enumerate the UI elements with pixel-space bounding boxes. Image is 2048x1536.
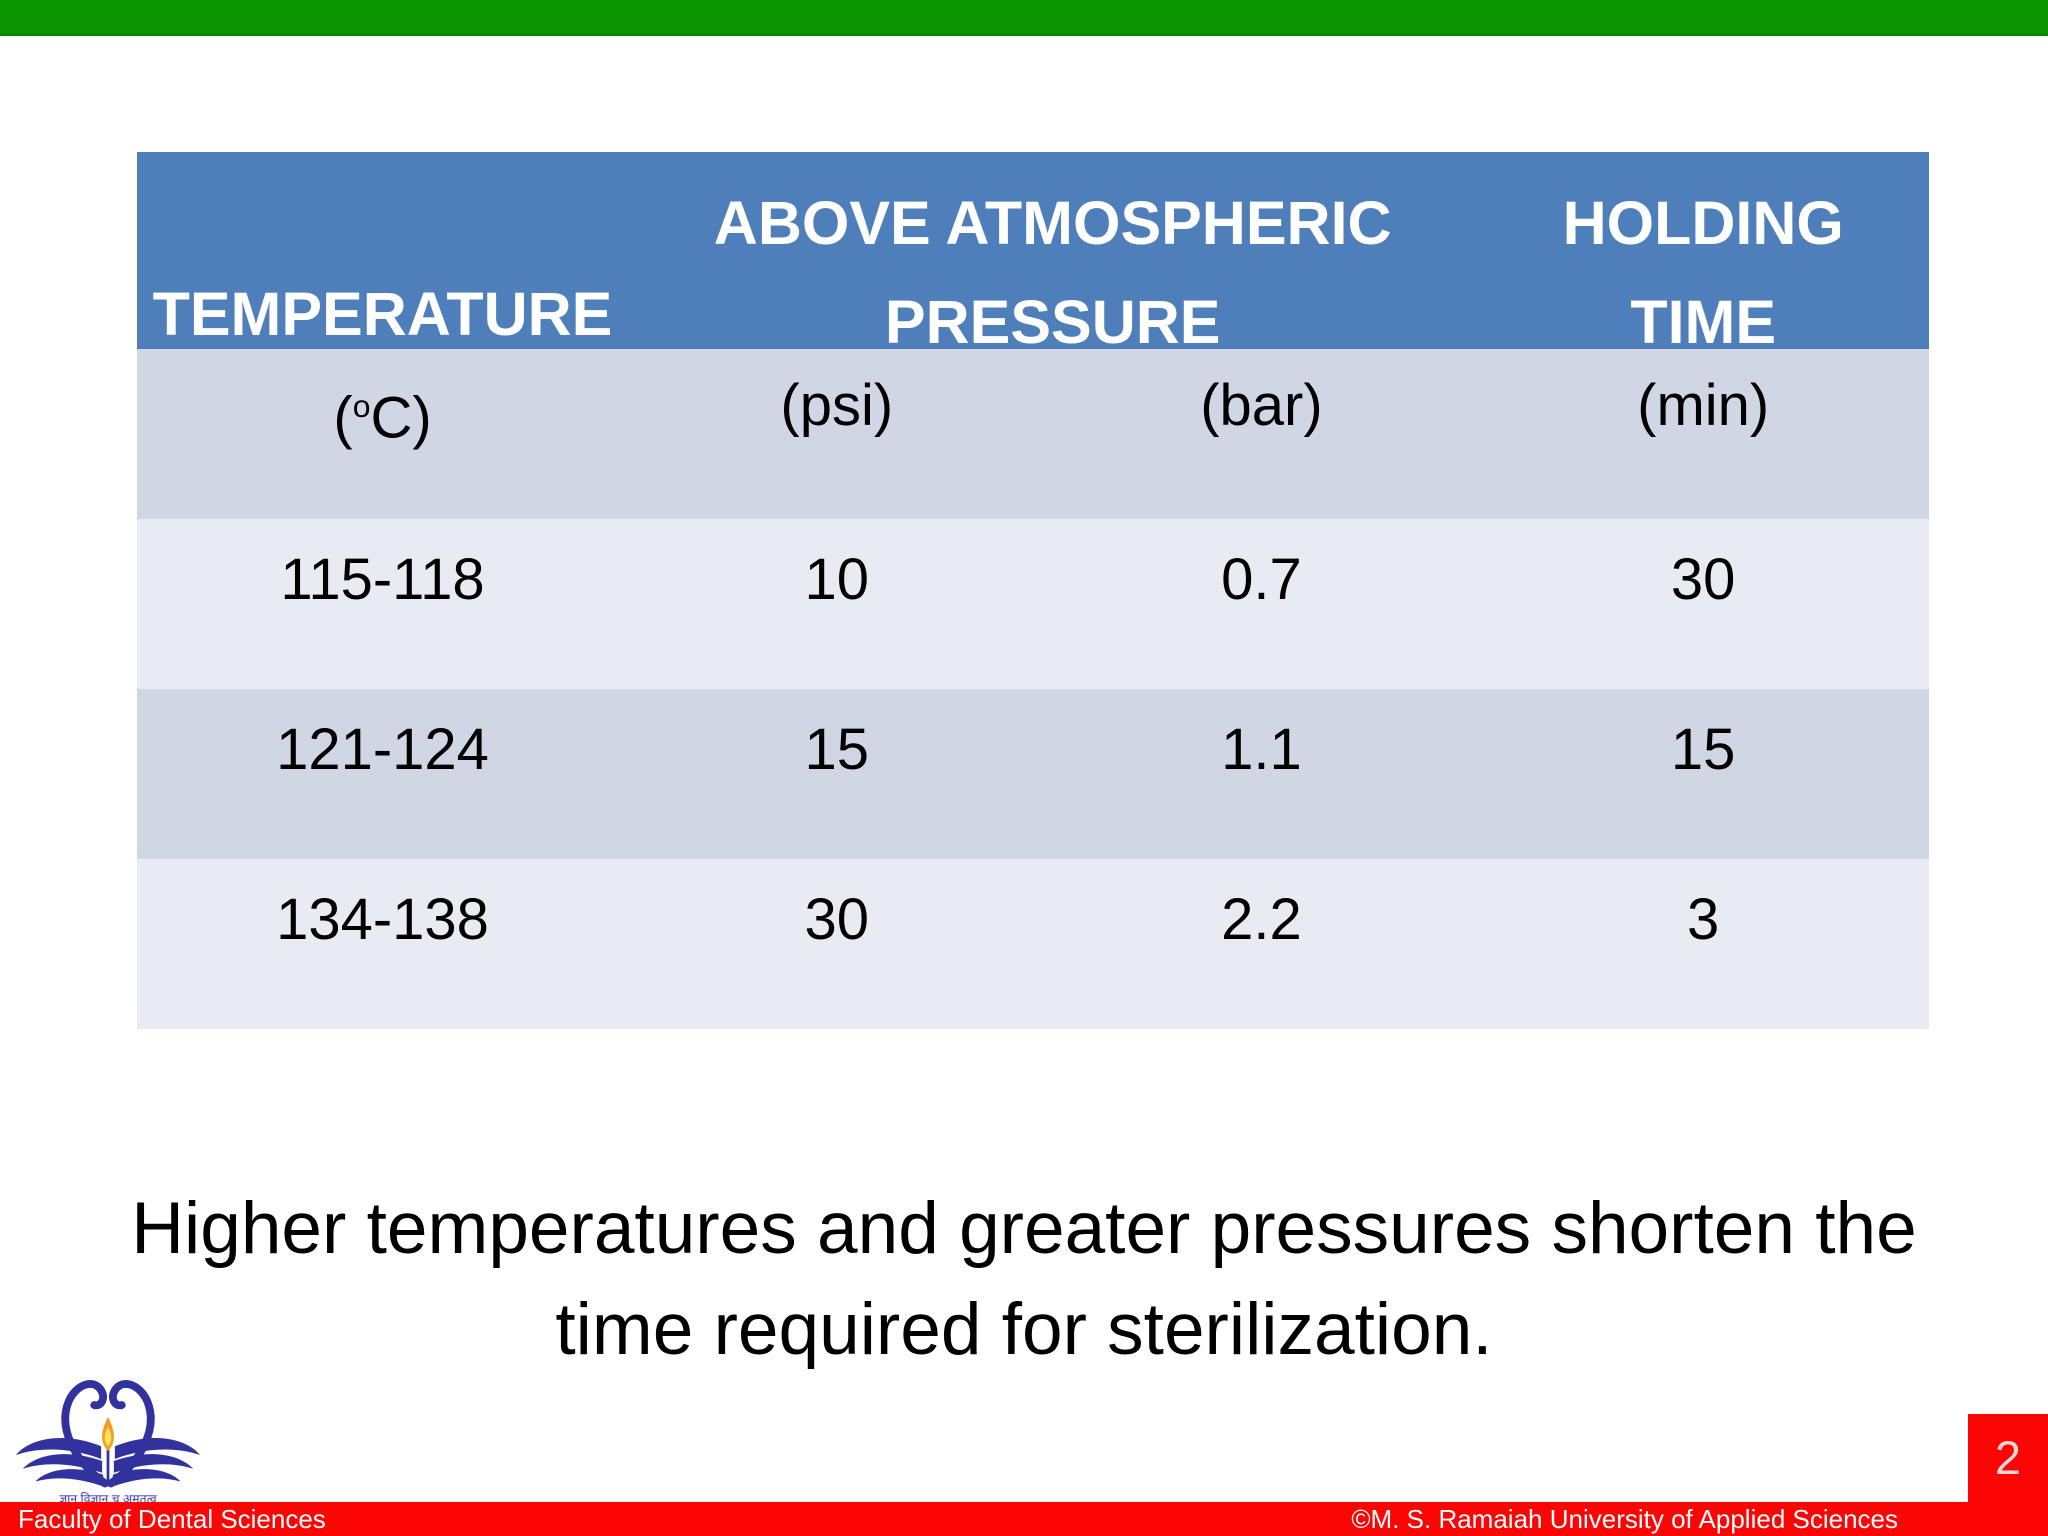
table-row: 121-124 15 1.1 15	[137, 689, 1929, 859]
unit-bar: (bar)	[1200, 373, 1323, 438]
table-cell-psi: 30	[804, 887, 870, 952]
sterilization-table: TEMPERATURE ABOVE ATMOSPHERIC PRESSURE H…	[137, 152, 1929, 1029]
unit-celsius-close: C)	[370, 385, 432, 451]
unit-celsius-open: (	[333, 385, 353, 451]
header-holding-line2: TIME	[1630, 288, 1777, 356]
table-cell-bar: 0.7	[1221, 547, 1302, 612]
footer-faculty-label: Faculty of Dental Sciences	[18, 1503, 326, 1534]
caption: Higher temperatures and greater pressure…	[0, 1178, 2048, 1380]
table-cell-min: 3	[1687, 887, 1720, 952]
unit-min: (min)	[1637, 373, 1770, 438]
table-cell-psi: 15	[804, 717, 870, 782]
table-unit-row: (oC) (psi) (bar) (min)	[137, 349, 1929, 519]
table-header-row: TEMPERATURE ABOVE ATMOSPHERIC PRESSURE H…	[137, 152, 1929, 356]
table-cell-min: 30	[1670, 547, 1736, 612]
table-cell-min: 15	[1670, 717, 1736, 782]
caption-line1: Higher temperatures and greater pressure…	[131, 1188, 1917, 1269]
footer-copyright-label: ©M. S. Ramaiah University of Applied Sci…	[1351, 1503, 1898, 1534]
flame-inner-icon	[104, 1426, 112, 1447]
top-green-bar	[0, 0, 2048, 36]
header-pressure-line1: ABOVE ATMOSPHERIC	[713, 189, 1392, 257]
table-cell-psi: 10	[804, 547, 870, 612]
header-pressure-line2: PRESSURE	[884, 288, 1221, 356]
left-wing-icon	[15, 1438, 104, 1487]
university-logo: ज्ञान विज्ञान च अमृतत्व	[10, 1360, 206, 1507]
table-cell-temp: 115-118	[280, 547, 485, 612]
header-pressure: ABOVE ATMOSPHERIC PRESSURE	[628, 152, 1477, 372]
header-temperature: TEMPERATURE	[152, 280, 613, 348]
table-row: 115-118 10 0.7 30	[137, 519, 1929, 689]
swans-flame-logo-icon: ज्ञान विज्ञान च अमृतत्व	[15, 1380, 201, 1507]
table-cell-bar: 1.1	[1221, 717, 1302, 782]
table-row: 134-138 30 2.2 3	[137, 859, 1929, 1029]
lamp-wick-icon	[106, 1448, 110, 1484]
table-cell-bar: 2.2	[1221, 887, 1302, 952]
page-number-badge: 2	[1968, 1414, 2048, 1536]
header-holding-line1: HOLDING	[1562, 189, 1844, 257]
unit-psi: (psi)	[780, 373, 894, 438]
header-holding-time: HOLDING TIME	[1477, 152, 1929, 372]
table-cell-temp: 134-138	[276, 887, 489, 952]
swan-necks-icon	[61, 1380, 155, 1488]
right-wing-icon	[112, 1438, 201, 1487]
unit-celsius: (oC)	[137, 349, 628, 519]
footer-bar: Faculty of Dental Sciences ©M. S. Ramaia…	[0, 1502, 2048, 1536]
table-cell-temp: 121-124	[276, 717, 489, 782]
unit-celsius-sup: o	[352, 388, 371, 424]
caption-line2: time required for sterilization.	[555, 1289, 1493, 1370]
page-number: 2	[1994, 1431, 2022, 1484]
